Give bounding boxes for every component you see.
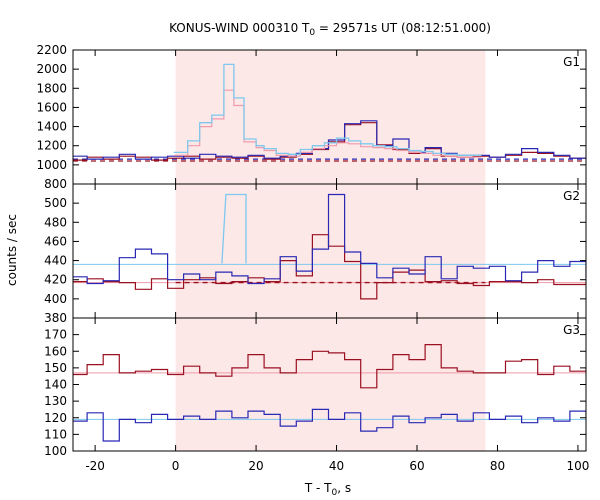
- x-tick-label: 20: [248, 459, 263, 473]
- panel-g2: 380 400 420 440 460 480 500 G2: [44, 183, 587, 325]
- series-g2-blue: [73, 193, 586, 285]
- xlabel-subscript: 0: [332, 488, 338, 498]
- x-tick-label: 40: [329, 459, 344, 473]
- y-tick-label: 120: [44, 411, 67, 425]
- y-tick-label: 380: [44, 311, 67, 325]
- y-tick-label: 500: [44, 196, 67, 210]
- panel-label-g2: G2: [563, 189, 580, 203]
- panel-label-g3: G3: [563, 323, 580, 337]
- y-tick-label: 1600: [36, 100, 67, 114]
- series-g3-blue: [73, 408, 586, 442]
- y-tick-label: 1800: [36, 81, 67, 95]
- series-g3-red: [73, 344, 586, 389]
- title-prefix: KONUS-WIND 000310 T: [169, 21, 310, 35]
- x-tick-label: 100: [566, 459, 589, 473]
- y-tick-label: 2200: [36, 43, 67, 57]
- y-tick-label: 800: [44, 177, 67, 191]
- y-tick-label: 420: [44, 273, 67, 287]
- y-tick-label: 170: [44, 328, 67, 342]
- title-subscript: 0: [309, 28, 315, 38]
- series-g1-fine-pink: [173, 89, 482, 158]
- x-tick-label: 60: [409, 459, 424, 473]
- panel-g1-plot-area: [73, 63, 586, 162]
- y-tick-label: 160: [44, 344, 67, 358]
- y-tick-label: 140: [44, 378, 67, 392]
- series-g1-fine-blue: [173, 63, 482, 156]
- y-tick-label: 1400: [36, 120, 67, 134]
- series-g1-blue: [73, 120, 586, 160]
- title-suffix: = 29571s UT (08:12:51.000): [315, 21, 491, 35]
- panel-g3: 100 110 120 130 140 150 160 170 G3: [44, 317, 587, 458]
- chart-title: KONUS-WIND 000310 T0 = 29571s UT (08:12:…: [169, 21, 491, 38]
- y-tick-label: 2000: [36, 62, 67, 76]
- panel-label-g1: G1: [563, 55, 580, 69]
- y-tick-label: 440: [44, 254, 67, 268]
- panel-g2-plot-area: [73, 193, 586, 300]
- y-tick-label: 130: [44, 394, 67, 408]
- y-tick-label: 1000: [36, 158, 67, 172]
- xlabel-suffix: , s: [337, 481, 351, 495]
- x-tick-label: -20: [85, 459, 105, 473]
- y-tick-label: 1200: [36, 139, 67, 153]
- y-tick-label: 460: [44, 234, 67, 248]
- y-tick-label: 110: [44, 427, 67, 441]
- x-tick-label: 0: [172, 459, 180, 473]
- series-g2-red: [73, 234, 586, 300]
- y-tick-label: 480: [44, 215, 67, 229]
- xlabel-prefix: T - T: [304, 481, 332, 495]
- panel-g3-plot-area: [73, 344, 586, 442]
- y-tick-label: 100: [44, 444, 67, 458]
- y-tick-label: 150: [44, 361, 67, 375]
- y-tick-label: 400: [44, 292, 67, 306]
- x-axis-label: T - T0, s: [304, 481, 351, 498]
- y-axis-label: counts / sec: [5, 214, 19, 286]
- x-tick-label: 80: [490, 459, 505, 473]
- panel-g1: 800 1000 1200 1400 1600 1800 2000 2200 G1: [36, 43, 587, 191]
- series-g2-fine-blue: [221, 193, 247, 264]
- burst-interval-shade: [175, 50, 486, 451]
